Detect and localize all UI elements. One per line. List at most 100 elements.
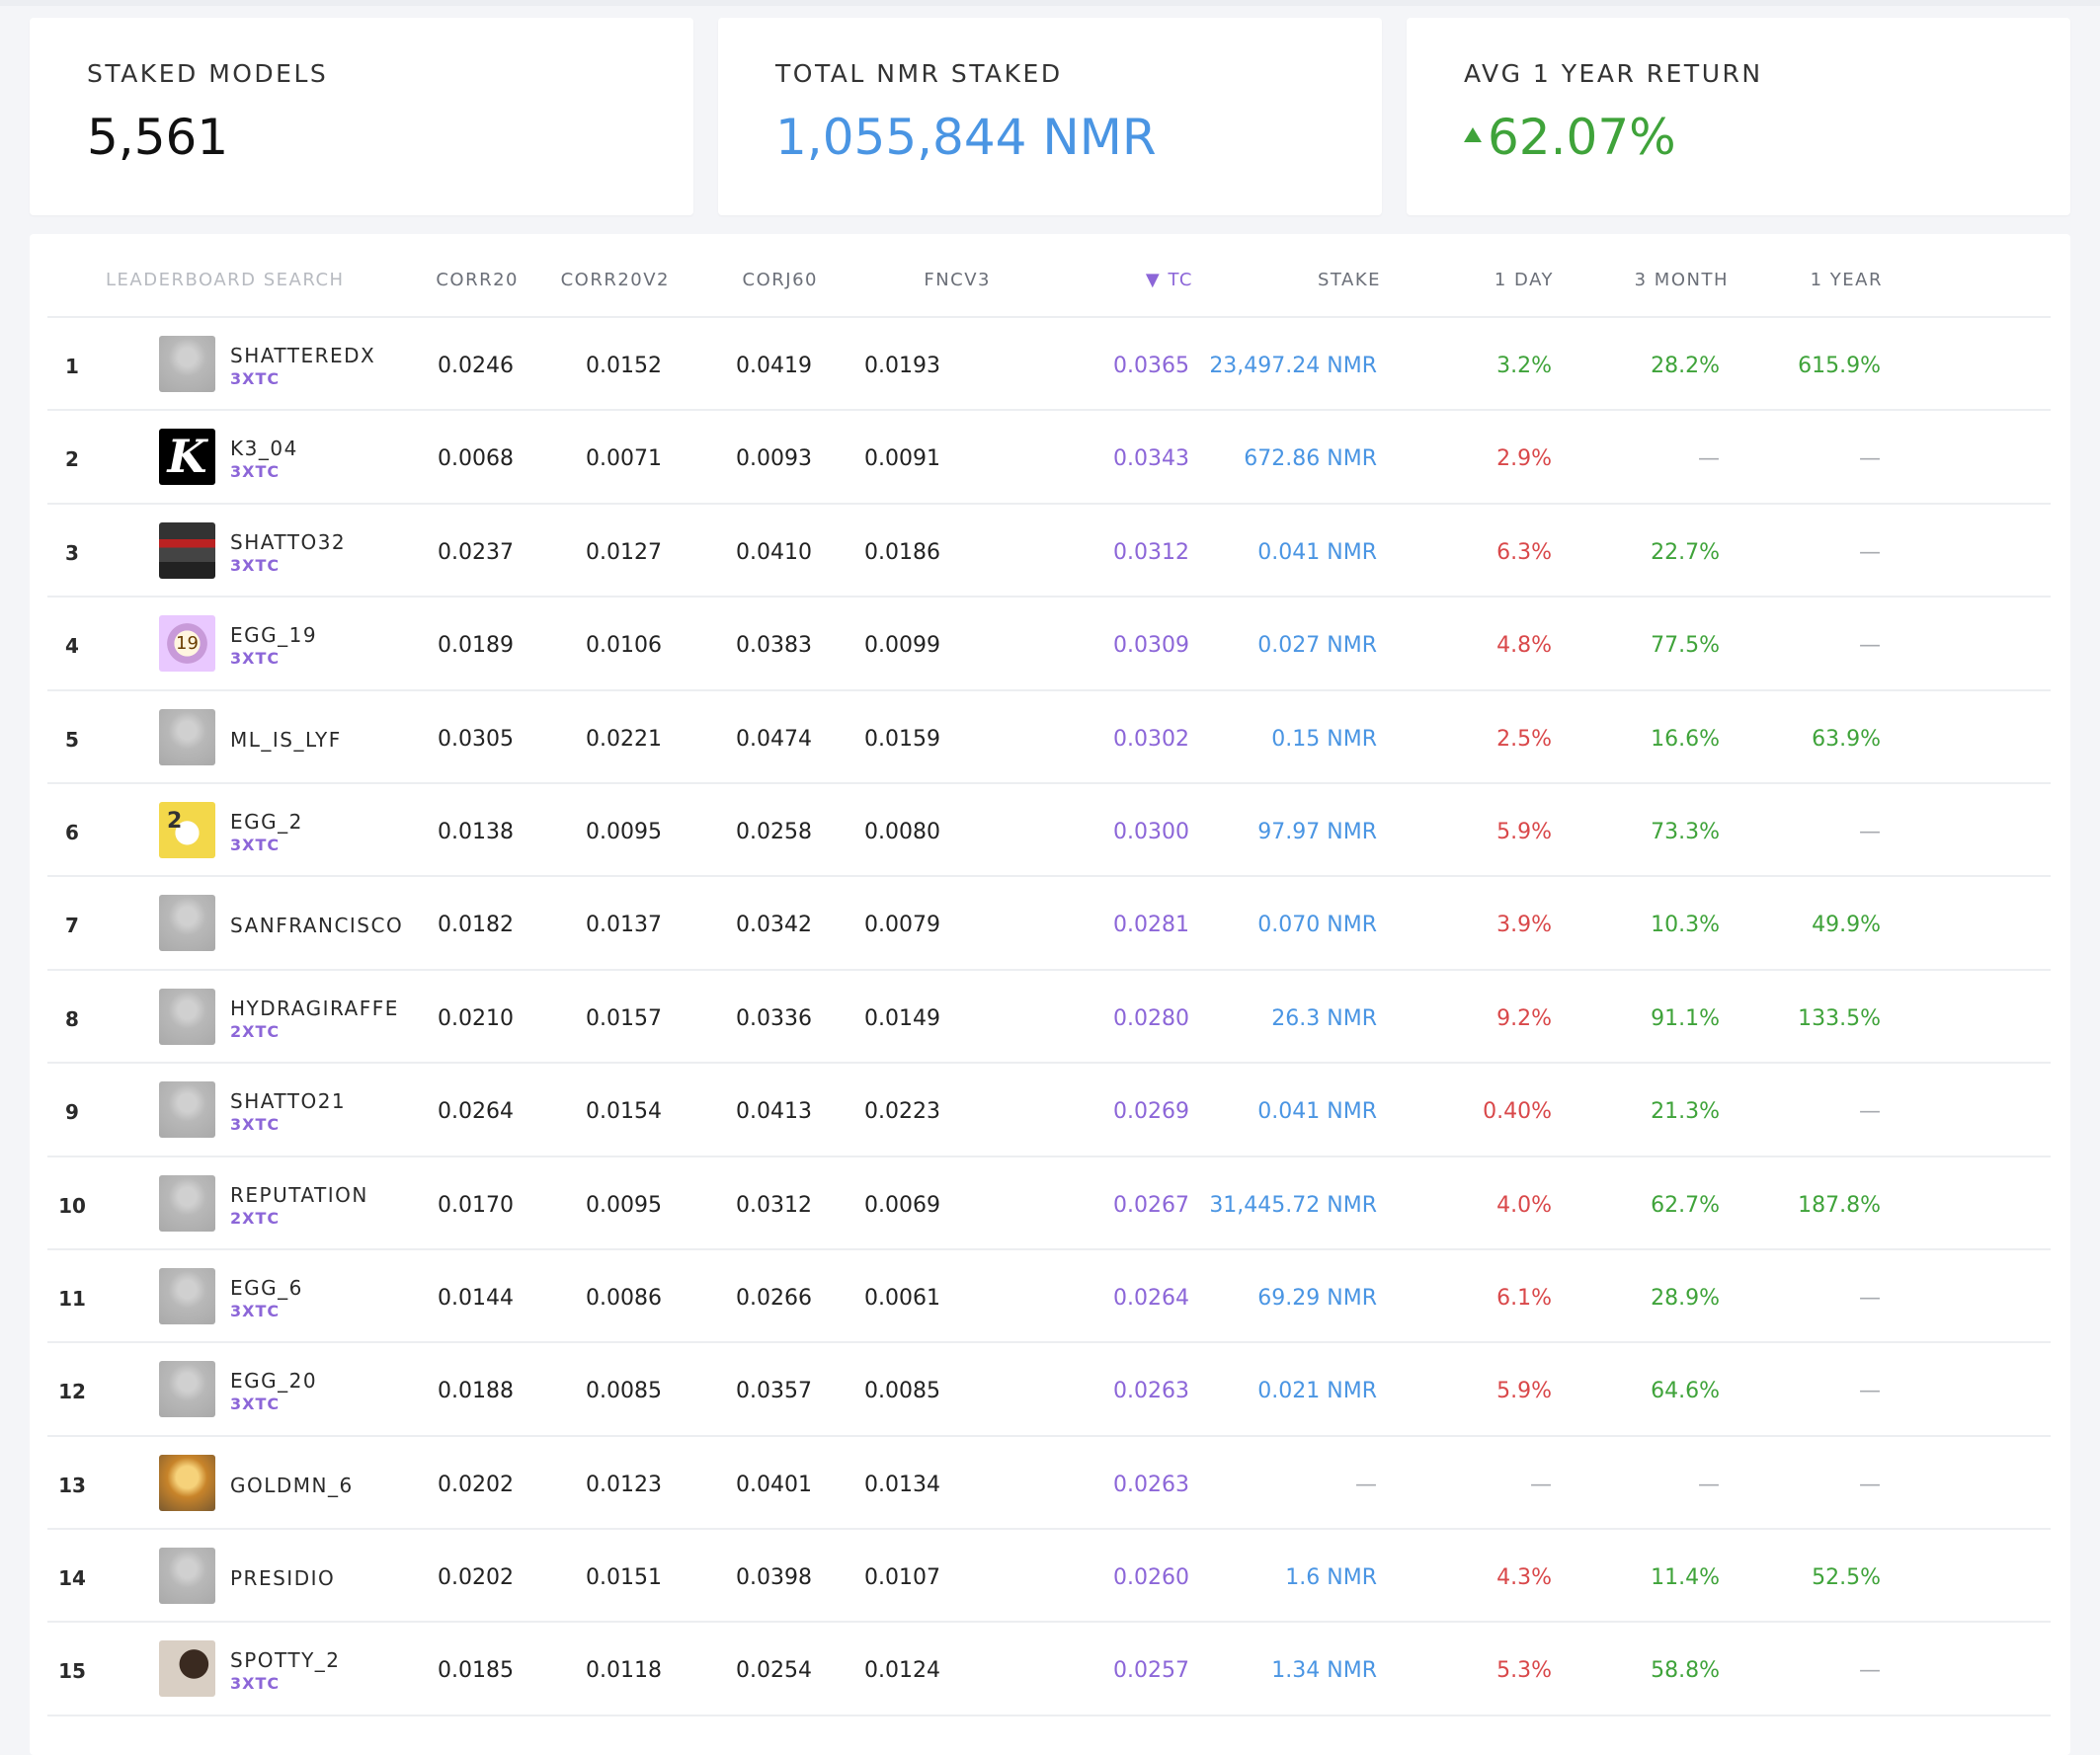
multiplier-badge: 3XTC: [230, 1301, 281, 1320]
cell-corr20: 0.0246: [438, 354, 514, 378]
avatar[interactable]: [159, 895, 215, 952]
cell-corr20v2: 0.0152: [586, 354, 662, 378]
model-name-link[interactable]: REPUTATION: [230, 1182, 368, 1207]
cell-year1: —: [1859, 1658, 1881, 1684]
table-row[interactable]: 8 HYDRAGIRAFFE 2XTC 0.0210 0.0157 0.0336 0.014…: [47, 971, 2051, 1065]
column-header-1-day[interactable]: 1 DAY: [1494, 270, 1554, 290]
table-row[interactable]: 7 SANFRANCISCO 0.0182 0.0137 0.0342 0.0079 0.0…: [47, 877, 2051, 971]
table-row[interactable]: 15 SPOTTY_2 3XTC 0.0185 0.0118 0.0254 0.0124 0.…: [47, 1623, 2051, 1716]
multiplier-badge: 2XTC: [230, 1208, 281, 1228]
cell-month3: 28.2%: [1651, 354, 1720, 378]
avatar[interactable]: [159, 336, 215, 392]
model-name-link[interactable]: EGG_19: [230, 623, 318, 648]
model-name-link[interactable]: EGG_20: [230, 1369, 318, 1394]
cell-corj60: 0.0312: [736, 1192, 812, 1218]
cell-year1: 63.9%: [1812, 726, 1881, 752]
cell-fncv3: 0.0193: [864, 354, 940, 378]
avatar[interactable]: 2: [159, 801, 215, 858]
model-name-link[interactable]: ML_IS_LYF: [230, 727, 342, 752]
avatar[interactable]: [159, 1081, 215, 1139]
stat-value: 62.07%: [1488, 109, 1676, 166]
cell-month3: —: [1698, 446, 1720, 472]
model-name-link[interactable]: SHATTO32: [230, 529, 347, 554]
table-row[interactable]: 14 PRESIDIO 0.0202 0.0151 0.0398 0.0107 0.0260…: [47, 1530, 2051, 1624]
leaderboard-search-input[interactable]: [106, 270, 422, 290]
model-name-link[interactable]: EGG_6: [230, 1275, 303, 1300]
column-header-tc[interactable]: ▼ TC: [1145, 270, 1193, 290]
avatar[interactable]: K: [159, 429, 215, 486]
cell-year1: 52.5%: [1812, 1565, 1881, 1591]
avatar[interactable]: [159, 708, 215, 765]
table-row[interactable]: 13 GOLDMN_6 0.0202 0.0123 0.0401 0.0134 0.0263…: [47, 1437, 2051, 1531]
table-row[interactable]: 3 SHATTO32 3XTC 0.0237 0.0127 0.0410 0.0186 0.0…: [47, 505, 2051, 598]
table-row[interactable]: 2 K K3_04 3XTC 0.0068 0.0071 0.0093 0.0091 0.034…: [47, 411, 2051, 505]
model-name-link[interactable]: SPOTTY_2: [230, 1648, 341, 1673]
cell-fncv3: 0.0107: [864, 1565, 940, 1591]
model-name-link[interactable]: HYDRAGIRAFFE: [230, 996, 399, 1020]
cell-month3: 21.3%: [1651, 1099, 1720, 1125]
column-header-stake[interactable]: STAKE: [1317, 270, 1381, 290]
rank: 11: [58, 1286, 86, 1311]
avatar-glyph: K: [167, 430, 207, 484]
multiplier-badge: 2XTC: [230, 1021, 281, 1041]
table-row[interactable]: 1 SHATTEREDX 3XTC 0.0246 0.0152 0.0419 0.0193 0…: [47, 318, 2051, 412]
model-name-link[interactable]: SHATTEREDX: [230, 344, 376, 367]
avatar[interactable]: 19: [159, 615, 215, 673]
cell-corr20: 0.0210: [438, 1005, 514, 1031]
table-row[interactable]: 6 2 EGG_2 3XTC 0.0138 0.0095 0.0258 0.0080 0.030…: [47, 784, 2051, 878]
model-name-link[interactable]: PRESIDIO: [230, 1566, 336, 1591]
cell-month3: 64.6%: [1651, 1379, 1720, 1404]
avatar[interactable]: [159, 1361, 215, 1418]
cell-fncv3: 0.0124: [864, 1658, 940, 1684]
triangle-up-icon: [1464, 127, 1482, 142]
rank: 8: [65, 1006, 79, 1031]
table-row[interactable]: 11 EGG_6 3XTC 0.0144 0.0086 0.0266 0.0061 0.026…: [47, 1250, 2051, 1344]
cell-year1: 49.9%: [1812, 913, 1881, 938]
column-header-corr20v2[interactable]: CORR20V2: [560, 270, 670, 290]
avatar[interactable]: [159, 1548, 215, 1605]
avatar[interactable]: [159, 1174, 215, 1232]
model-name-link[interactable]: EGG_2: [230, 809, 303, 834]
table-row[interactable]: 10 REPUTATION 2XTC 0.0170 0.0095 0.0312 0.0069…: [47, 1157, 2051, 1250]
cell-day1: 3.2%: [1496, 354, 1552, 378]
avatar[interactable]: [159, 1454, 215, 1511]
model-name-link[interactable]: K3_04: [230, 437, 298, 461]
cell-fncv3: 0.0079: [864, 913, 940, 938]
cell-tc: 0.0300: [1113, 819, 1189, 844]
column-header-fncv3[interactable]: FNCV3: [924, 270, 991, 290]
cell-stake: 23,497.24 NMR: [1209, 354, 1377, 378]
avatar-glyph: 19: [176, 633, 199, 655]
cell-corr20v2: 0.0127: [586, 539, 662, 565]
table-row[interactable]: 12 EGG_20 3XTC 0.0188 0.0085 0.0357 0.0085 0.02…: [47, 1343, 2051, 1437]
table-row[interactable]: 9 SHATTO21 3XTC 0.0264 0.0154 0.0413 0.0223 0.0…: [47, 1064, 2051, 1157]
cell-fncv3: 0.0186: [864, 539, 940, 565]
stat-value-wrap: 62.07%: [1464, 109, 1676, 166]
cell-tc: 0.0263: [1113, 1472, 1189, 1497]
column-header-3-month[interactable]: 3 MONTH: [1634, 270, 1729, 290]
column-header-corj60[interactable]: CORJ60: [742, 270, 818, 290]
cell-tc: 0.0309: [1113, 633, 1189, 659]
cell-fncv3: 0.0099: [864, 633, 940, 659]
cell-month3: 16.6%: [1651, 726, 1720, 752]
table-row[interactable]: 4 19 EGG_19 3XTC 0.0189 0.0106 0.0383 0.0099 0.0…: [47, 598, 2051, 691]
cell-corr20v2: 0.0071: [586, 446, 662, 472]
model-name-link[interactable]: SANFRANCISCO: [230, 914, 404, 938]
avatar[interactable]: [159, 521, 215, 579]
cell-day1: 4.3%: [1496, 1565, 1552, 1591]
column-header-corr20[interactable]: CORR20: [436, 270, 519, 290]
cell-corr20: 0.0144: [438, 1285, 514, 1311]
cell-tc: 0.0257: [1113, 1658, 1189, 1684]
column-header-1-year[interactable]: 1 YEAR: [1810, 270, 1883, 290]
cell-stake: 0.027 NMR: [1257, 633, 1377, 659]
avatar[interactable]: [159, 988, 215, 1045]
cell-corr20: 0.0189: [438, 633, 514, 659]
model-name-link[interactable]: SHATTO21: [230, 1089, 347, 1114]
avatar[interactable]: [159, 1640, 215, 1698]
rank: 7: [65, 914, 79, 938]
avatar[interactable]: [159, 1267, 215, 1324]
model-name-link[interactable]: GOLDMN_6: [230, 1473, 354, 1497]
cell-year1: 133.5%: [1798, 1005, 1881, 1031]
cell-corr20v2: 0.0095: [586, 819, 662, 844]
table-row[interactable]: 5 ML_IS_LYF 0.0305 0.0221 0.0474 0.0159 0.0302…: [47, 691, 2051, 784]
cell-stake: 0.15 NMR: [1271, 726, 1377, 752]
